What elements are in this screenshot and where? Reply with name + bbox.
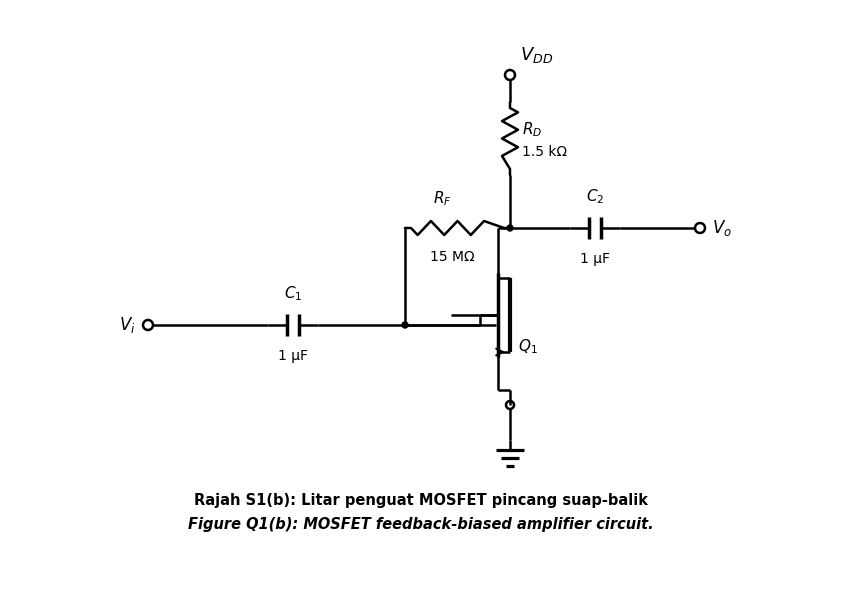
Text: $C_1$: $C_1$ <box>284 284 302 303</box>
Text: $R_F$: $R_F$ <box>432 190 451 208</box>
Circle shape <box>402 322 408 328</box>
Text: 1 μF: 1 μF <box>278 349 308 363</box>
Text: $R_D$: $R_D$ <box>522 121 542 139</box>
Circle shape <box>507 225 513 231</box>
Text: $C_2$: $C_2$ <box>586 187 604 206</box>
Text: 1.5 kΩ: 1.5 kΩ <box>522 145 567 159</box>
Text: $V_{DD}$: $V_{DD}$ <box>520 45 553 65</box>
Text: 1 μF: 1 μF <box>580 252 610 266</box>
Text: Figure Q1(b): MOSFET feedback-biased amplifier circuit.: Figure Q1(b): MOSFET feedback-biased amp… <box>188 517 654 532</box>
Text: Rajah S1(b): Litar penguat MOSFET pincang suap-balik: Rajah S1(b): Litar penguat MOSFET pincan… <box>194 493 648 508</box>
Text: 15 MΩ: 15 MΩ <box>430 250 475 264</box>
Text: $Q_1$: $Q_1$ <box>518 338 538 356</box>
Text: $V_i$: $V_i$ <box>120 315 136 335</box>
Text: $V_o$: $V_o$ <box>712 218 732 238</box>
